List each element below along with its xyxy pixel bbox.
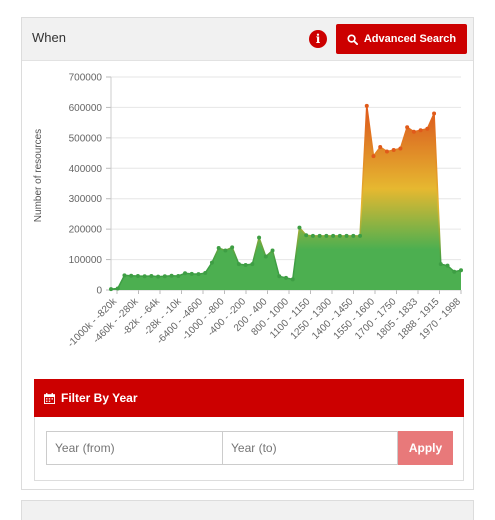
resources-area-chart: 0 100000 200000 300000 400000 500000 600000 700… <box>33 73 463 350</box>
y-tick-label: 200000 <box>69 225 103 236</box>
data-point <box>459 268 463 273</box>
data-point <box>230 245 235 250</box>
data-point <box>142 274 147 279</box>
data-point <box>438 262 443 267</box>
y-axis-title: Number of resources <box>33 129 44 222</box>
y-tick-label: 0 <box>96 286 102 297</box>
search-icon <box>347 33 358 45</box>
advanced-search-button[interactable]: Advanced Search <box>336 24 467 54</box>
when-panel: When i Advanced Search 0 100000 200000 3000… <box>21 17 474 490</box>
data-point <box>284 275 288 280</box>
data-point <box>398 146 403 151</box>
data-point <box>149 274 154 279</box>
panel-header: When i Advanced Search <box>22 18 473 61</box>
y-tick-label: 600000 <box>69 103 103 114</box>
panel-title: When <box>32 30 66 45</box>
data-point <box>445 263 450 268</box>
data-point <box>384 149 389 154</box>
data-point <box>169 273 174 278</box>
data-point <box>196 272 201 277</box>
data-point <box>290 277 295 282</box>
data-point <box>378 144 383 149</box>
filter-header-label: Filter By Year <box>61 391 138 405</box>
y-tick-label: 300000 <box>69 194 103 205</box>
data-point <box>425 126 430 131</box>
data-point <box>432 111 437 116</box>
y-tick-label: 100000 <box>69 255 103 266</box>
area-fill <box>111 105 461 291</box>
data-point <box>297 225 302 230</box>
data-point <box>364 103 369 108</box>
data-point <box>129 273 134 278</box>
y-tick-label: 400000 <box>69 164 103 175</box>
data-point <box>216 246 221 251</box>
data-point <box>310 233 315 238</box>
data-point <box>358 233 363 238</box>
data-point <box>270 248 275 253</box>
data-point <box>135 274 140 279</box>
filter-body: Apply <box>34 417 464 481</box>
data-point <box>122 273 127 278</box>
data-point <box>331 233 336 238</box>
data-point <box>236 262 241 267</box>
data-point <box>277 274 282 279</box>
data-point <box>183 271 188 276</box>
data-point <box>162 274 167 279</box>
data-point <box>304 233 309 238</box>
data-point <box>203 270 208 275</box>
data-point <box>243 263 248 268</box>
data-point <box>263 254 268 259</box>
data-point <box>209 260 214 265</box>
calendar-icon <box>44 392 55 404</box>
apply-button[interactable]: Apply <box>398 431 453 465</box>
data-point <box>391 148 396 153</box>
data-point <box>176 274 181 279</box>
advanced-search-label: Advanced Search <box>363 33 457 45</box>
data-point <box>452 269 457 274</box>
data-point <box>411 129 416 134</box>
chart-container: 0 100000 200000 300000 400000 500000 600000 700… <box>22 61 473 381</box>
data-point <box>418 128 423 133</box>
data-point <box>371 154 376 159</box>
year-to-input[interactable] <box>222 431 398 465</box>
data-point <box>115 286 120 291</box>
y-tick-label: 700000 <box>69 73 103 84</box>
y-tick-label: 500000 <box>69 133 103 144</box>
data-point <box>250 262 255 267</box>
data-point <box>257 235 262 240</box>
data-point <box>405 125 410 130</box>
info-icon[interactable]: i <box>309 30 327 48</box>
data-point <box>156 274 161 279</box>
year-from-input[interactable] <box>46 431 223 465</box>
data-point <box>189 271 194 276</box>
data-point <box>109 287 113 292</box>
filter-by-year-header[interactable]: Filter By Year <box>34 379 464 417</box>
data-point <box>317 233 322 238</box>
data-point <box>344 233 349 238</box>
data-point <box>223 248 228 253</box>
data-point <box>324 233 329 238</box>
next-panel-header <box>21 500 474 520</box>
data-point <box>337 233 342 238</box>
data-point <box>351 233 356 238</box>
